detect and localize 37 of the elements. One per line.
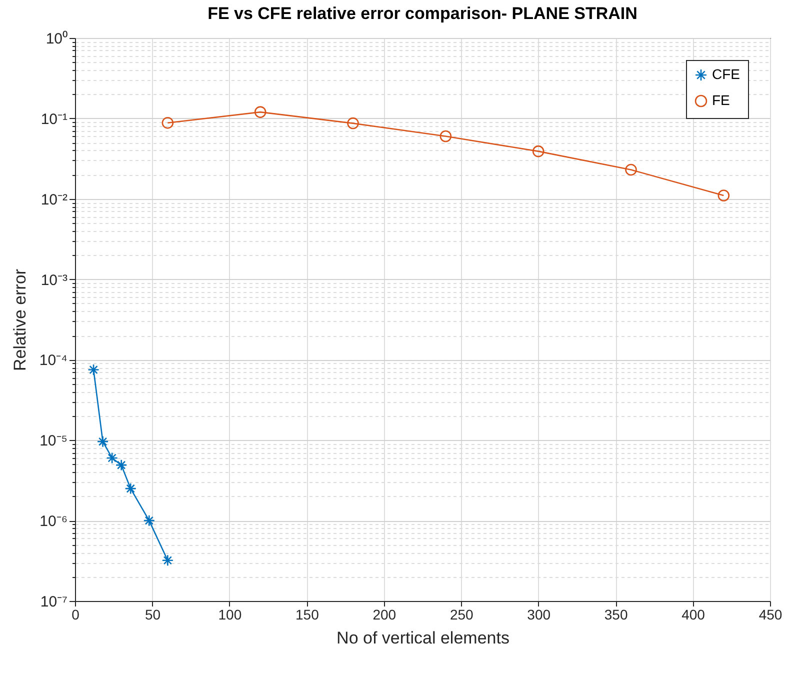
x-tick-label: 0 (72, 606, 80, 622)
x-tick-label: 50 (144, 606, 161, 622)
y-tick-label: 10⁻¹ (40, 110, 68, 128)
point (162, 554, 174, 566)
y-tick-label: 10⁻³ (40, 272, 68, 289)
point (96, 436, 109, 448)
point (254, 106, 266, 118)
y-tick-label: 10⁻⁷ (40, 594, 68, 610)
y-tick-label: 10⁻⁶ (40, 513, 68, 530)
x-tick-label: 350 (604, 606, 628, 622)
x-tick-label: 400 (682, 606, 706, 622)
legend-label: FE (712, 92, 730, 108)
point (440, 130, 452, 142)
point (718, 190, 730, 202)
point (347, 117, 359, 130)
x-tick-label: 100 (218, 606, 242, 622)
legend-label: CFE (712, 66, 740, 82)
y-tick-label: 10⁻² (40, 191, 68, 208)
point (532, 145, 544, 158)
x-tick-label: 150 (295, 606, 320, 622)
x-axis-title: No of vertical elements (336, 628, 510, 648)
point (625, 164, 637, 176)
point (106, 452, 118, 464)
y-tick-label: 10⁻⁵ (40, 432, 68, 450)
y-tick-label: 10⁰ (46, 30, 68, 48)
point (162, 117, 174, 129)
x-tick-label: 250 (450, 606, 474, 622)
chart-title: FE vs CFE relative error comparison- PLANE STRAIN (208, 4, 638, 23)
x-tick-label: 300 (527, 606, 551, 622)
y-tick-label: 10⁻⁴ (39, 352, 68, 370)
point (143, 514, 156, 526)
point (124, 482, 136, 494)
x-tick-label: 450 (758, 606, 782, 622)
point (115, 459, 128, 471)
x-tick-label: 200 (372, 606, 396, 622)
y-axis-title: Relative error (10, 268, 30, 372)
point (88, 364, 100, 376)
